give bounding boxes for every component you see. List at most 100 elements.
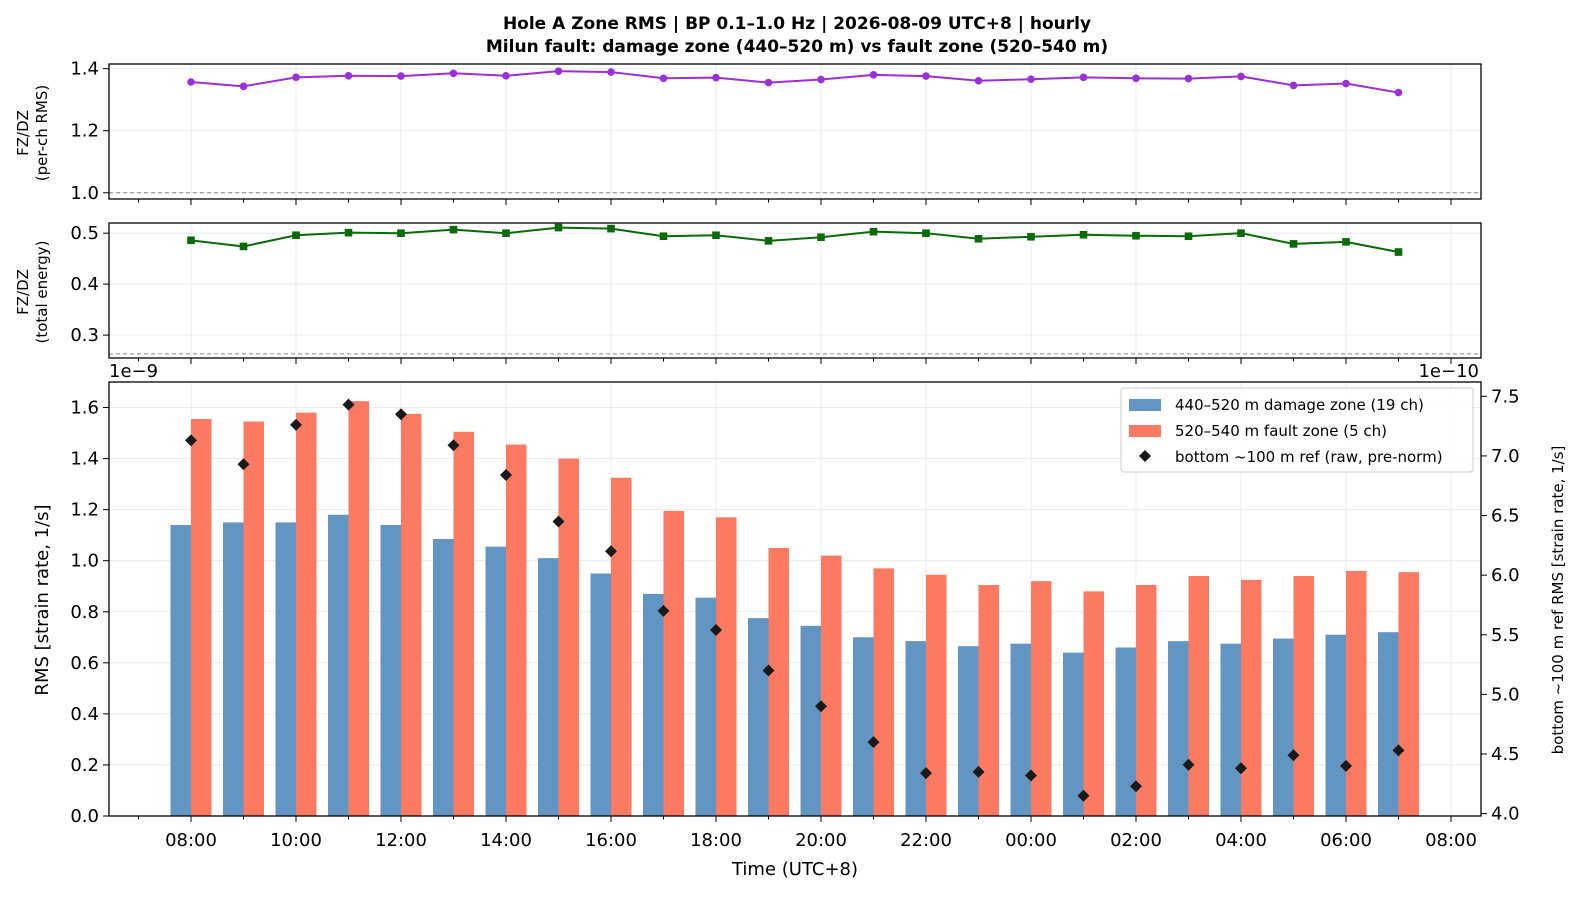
fault-zone-bar: [1241, 579, 1262, 816]
legend-marker-bottom-ref: [1139, 450, 1151, 462]
ratio-rms-ylabel-line-1: FZ/DZ: [14, 110, 32, 156]
fault-zone-bar: [1398, 572, 1419, 816]
damage-zone-bar: [695, 597, 716, 816]
p2-point: [1079, 230, 1088, 239]
damage-zone-bar: [800, 625, 821, 816]
p1-point: [607, 68, 615, 76]
bottom-ref-marker: [815, 700, 827, 713]
damage-zone-bar: [1325, 634, 1346, 816]
damage-zone-bar: [485, 546, 506, 816]
ref-ytick-label: 4.0: [1491, 804, 1520, 825]
bottom-ref-marker: [1235, 762, 1247, 775]
p1-frame: [108, 63, 1482, 200]
legend-box: [1120, 387, 1474, 473]
fault-zone-bar: [348, 401, 369, 816]
p2-point: [974, 234, 983, 243]
bottom-ref-marker: [552, 515, 565, 528]
rms-ytick-label: 1.0: [70, 551, 99, 572]
rms-ylabel: RMS [strain rate, 1/s]: [32, 504, 53, 695]
fault-zone-bar: [401, 413, 422, 816]
x-tick-label: 14:00: [480, 830, 532, 851]
damage-zone-bar: [1378, 632, 1399, 816]
legend-label-bottom-ref: bottom ~100 m ref (raw, pre-norm): [1175, 448, 1443, 466]
ref-ytick-label: 6.0: [1491, 565, 1520, 586]
p1-point: [1184, 74, 1193, 83]
damage-zone-bar: [1168, 641, 1189, 816]
damage-zone-bar: [1273, 638, 1294, 816]
p2-point: [344, 228, 353, 237]
x-tick-label: 22:00: [900, 830, 952, 851]
p2-point: [1027, 232, 1035, 241]
damage-zone-bar: [643, 593, 664, 816]
p2-point: [1394, 248, 1403, 256]
x-tick-label: 08:00: [1425, 830, 1477, 851]
fault-zone-bar: [1188, 576, 1209, 816]
chart-title-line-2: Milun fault: damage zone (440–520 m) vs …: [486, 37, 1108, 57]
p2-point: [659, 232, 668, 241]
ratio-rms-ylabel-line-2: (per-ch RMS): [33, 85, 51, 181]
damage-zone-bar: [1115, 647, 1136, 816]
p2-ytick-label: 0.4: [70, 274, 99, 295]
fault-zone-bar: [611, 477, 632, 816]
bottom-ref-marker: [710, 624, 722, 636]
rms-ytick-label: 0.4: [70, 704, 99, 725]
damage-zone-bar: [905, 641, 926, 816]
ref-ytick-label: 7.0: [1491, 446, 1520, 467]
fault-zone-bar: [716, 517, 737, 816]
damage-zone-bar: [958, 646, 979, 816]
p1-point: [974, 76, 983, 85]
x-tick-label: 02:00: [1110, 830, 1162, 851]
p2-line: [190, 226, 1399, 254]
p1-ytick-label: 1.0: [70, 183, 99, 204]
fault-zone-bar: [1083, 591, 1104, 816]
bottom-ref-marker: [290, 418, 302, 431]
fault-zone-bar: [296, 412, 317, 816]
damage-zone-bar: [853, 637, 874, 816]
p2-point: [922, 229, 930, 237]
p1-point: [502, 71, 510, 80]
damage-zone-bar: [433, 539, 454, 816]
legend: 440–520 m damage zone (19 ch) 520–540 m …: [1120, 387, 1474, 473]
bottom-ref-marker: [762, 664, 775, 677]
ratio-rms-series: [109, 67, 1481, 194]
p2-point: [1237, 229, 1245, 237]
ref-ytick-label: 4.5: [1491, 744, 1520, 765]
p2-point: [607, 224, 615, 233]
p1-point: [1132, 74, 1140, 83]
fault-zone-bar: [1346, 570, 1367, 816]
damage-zone-bar: [590, 573, 611, 816]
p2-point: [764, 237, 773, 245]
fault-zone-bar: [821, 555, 842, 816]
fault-zone-bar: [191, 419, 212, 816]
x-tick-label: 18:00: [690, 830, 742, 851]
bottom-ref-marker: [237, 458, 250, 471]
p1-point: [187, 78, 195, 86]
rms-ytick-label: 0.2: [70, 755, 99, 776]
legend-swatch-fault-zone: [1129, 425, 1161, 437]
fault-zone-bar: [663, 510, 684, 816]
ratio-rms-axes: 1.0 1.2 1.4: [70, 59, 1482, 205]
fault-zone-bar: [926, 574, 947, 816]
x-tick-label: 04:00: [1215, 830, 1267, 851]
legend-label-damage-zone: 440–520 m damage zone (19 ch): [1175, 396, 1424, 414]
ratio-energy-ylabel-line-2: (total energy): [33, 240, 51, 343]
p1-point: [922, 72, 930, 80]
damage-zone-bar: [275, 522, 296, 816]
p1-point: [712, 73, 720, 82]
x-axis-label: Time (UTC+8): [731, 859, 858, 880]
ratio-energy-panel: 0.3 0.4 0.5 FZ/DZ (total energy): [14, 222, 1482, 364]
p2-ytick-label: 0.5: [70, 223, 99, 244]
p2-point: [1132, 231, 1140, 240]
damage-zone-bar: [748, 618, 769, 816]
bottom-ref-marker: [1340, 759, 1352, 772]
p1-point: [1289, 81, 1298, 90]
damage-zone-bar: [538, 558, 559, 816]
fault-zone-bar: [1136, 584, 1157, 816]
rms-bar-series: [170, 398, 1419, 816]
bottom-ref-marker: [1182, 758, 1195, 771]
legend-swatch-damage-zone: [1129, 399, 1161, 411]
x-tick-label: 06:00: [1320, 830, 1372, 851]
fault-zone-bar: [768, 547, 789, 816]
fault-zone-bar: [243, 421, 264, 816]
bottom-ref-marker: [500, 469, 512, 481]
